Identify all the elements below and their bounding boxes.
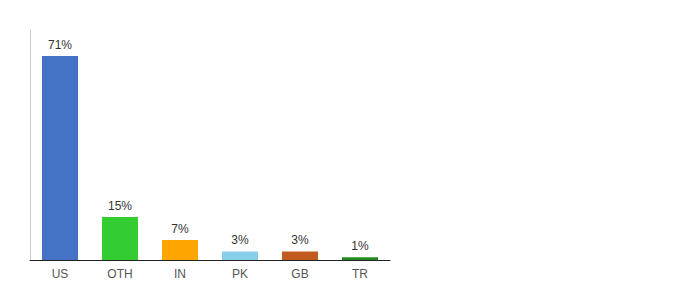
svg-text:IN: IN — [174, 267, 186, 281]
svg-text:US: US — [52, 267, 69, 281]
svg-text:1%: 1% — [351, 239, 369, 253]
svg-text:TR: TR — [352, 267, 368, 281]
svg-text:GB: GB — [291, 267, 308, 281]
svg-text:71%: 71% — [48, 38, 72, 52]
svg-text:15%: 15% — [108, 199, 132, 213]
svg-text:PK: PK — [232, 267, 248, 281]
svg-text:3%: 3% — [231, 233, 249, 247]
svg-text:7%: 7% — [171, 222, 189, 236]
svg-text:OTH: OTH — [107, 267, 132, 281]
svg-text:3%: 3% — [291, 233, 309, 247]
